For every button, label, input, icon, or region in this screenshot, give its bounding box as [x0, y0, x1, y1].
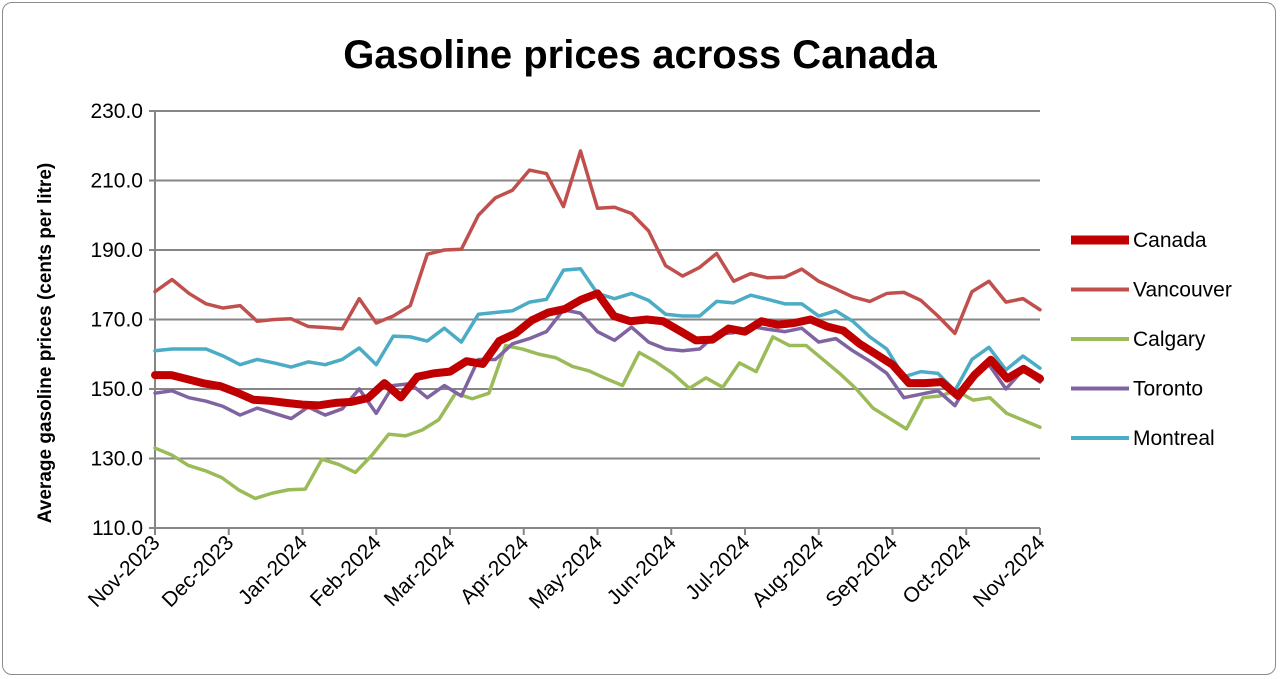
legend-label-calgary: Calgary — [1133, 328, 1206, 351]
x-tick-label: Nov-2023 — [84, 531, 165, 612]
series-line-canada — [151, 289, 1044, 410]
x-tick-label: Jan-2024 — [234, 531, 312, 609]
series-line-calgary — [153, 335, 1042, 501]
x-tick-label: Apr-2024 — [456, 531, 534, 609]
legend-label-toronto: Toronto — [1133, 378, 1203, 401]
y-tick-label: 150.0 — [90, 378, 143, 401]
x-tick-label: Nov-2024 — [969, 531, 1050, 612]
y-tick-labels: 110.0 130.0 150.0 170.0 190.0 210.0 230.0 — [90, 100, 143, 540]
chart-title: Gasoline prices across Canada — [343, 33, 937, 77]
x-tick-label: Aug-2024 — [748, 531, 829, 612]
x-tick-label: May-2024 — [525, 531, 608, 614]
x-tick-labels: Nov-2023Dec-2023Jan-2024Feb-2024Mar-2024… — [84, 531, 1050, 614]
y-tick-label: 230.0 — [90, 100, 143, 123]
y-tick-label: 130.0 — [90, 448, 143, 471]
x-tick-label: Dec-2023 — [158, 531, 239, 612]
legend-label-vancouver: Vancouver — [1133, 279, 1232, 302]
y-axis-label: Average gasoline prices (cents per litre… — [35, 163, 56, 523]
y-tick-label: 110.0 — [92, 517, 143, 540]
x-tick-label: Oct-2024 — [898, 531, 976, 609]
x-tick-label: Mar-2024 — [380, 531, 460, 611]
x-tick-label: Jun-2024 — [603, 531, 681, 609]
legend-label-canada: Canada — [1133, 229, 1207, 252]
axes — [149, 110, 1041, 535]
series-line-vancouver — [153, 149, 1042, 336]
x-tick-label: Sep-2024 — [821, 531, 902, 612]
x-tick-label: Jul-2024 — [681, 531, 754, 604]
y-tick-label: 210.0 — [90, 170, 143, 193]
legend-label-montreal: Montreal — [1133, 427, 1215, 450]
legend: Canada Vancouver Calgary Toronto Montreal — [1071, 229, 1232, 450]
y-tick-label: 170.0 — [90, 309, 143, 332]
x-tick-label: Feb-2024 — [306, 531, 386, 611]
y-tick-label: 190.0 — [90, 239, 143, 262]
series-lines — [151, 149, 1044, 501]
series-line-toronto — [153, 308, 1042, 421]
gridlines — [155, 110, 1040, 460]
